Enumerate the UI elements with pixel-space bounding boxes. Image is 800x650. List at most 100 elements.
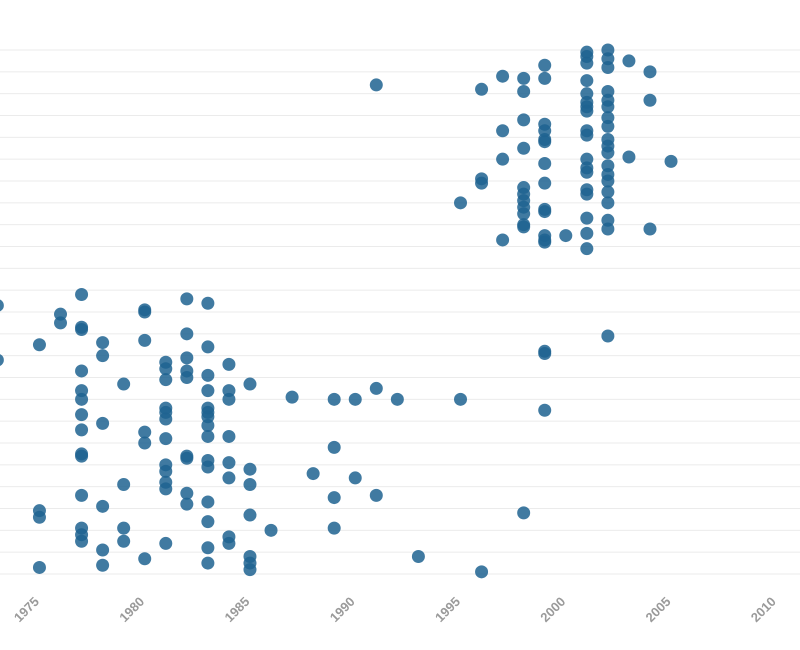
data-point bbox=[264, 523, 278, 537]
data-point bbox=[138, 305, 152, 319]
data-point bbox=[180, 371, 194, 384]
data-point bbox=[601, 119, 615, 133]
data-point bbox=[243, 508, 257, 522]
x-tick-label: 2005 bbox=[643, 594, 674, 625]
data-point bbox=[538, 235, 552, 249]
data-point bbox=[159, 412, 173, 426]
data-point bbox=[601, 329, 615, 343]
data-point bbox=[327, 521, 341, 535]
data-point bbox=[517, 506, 531, 520]
data-point bbox=[538, 135, 552, 149]
data-point bbox=[180, 486, 194, 500]
x-tick-label: 1975 bbox=[11, 594, 42, 625]
data-point bbox=[517, 207, 531, 221]
data-point bbox=[517, 220, 531, 234]
data-point bbox=[117, 477, 131, 491]
x-tick-label: 1995 bbox=[432, 594, 463, 625]
data-point bbox=[475, 565, 489, 579]
x-axis-tick-labels: 1975 1980 1985 1990 1995 2000 2005 2010 bbox=[11, 594, 779, 625]
data-point bbox=[369, 78, 383, 92]
data-point bbox=[96, 558, 110, 572]
data-point bbox=[538, 58, 552, 72]
data-point bbox=[580, 226, 594, 240]
data-point bbox=[138, 333, 152, 347]
data-point bbox=[96, 416, 110, 430]
data-point bbox=[369, 488, 383, 502]
data-point bbox=[222, 392, 236, 406]
data-point bbox=[159, 464, 173, 478]
data-point bbox=[622, 54, 636, 68]
data-point bbox=[159, 432, 173, 446]
data-point bbox=[201, 419, 215, 433]
data-point bbox=[75, 288, 89, 302]
data-point bbox=[138, 425, 152, 439]
data-point bbox=[222, 471, 236, 485]
data-point bbox=[201, 495, 215, 509]
data-point bbox=[159, 373, 173, 387]
data-point bbox=[601, 100, 615, 114]
data-point bbox=[32, 560, 46, 574]
data-point bbox=[369, 381, 383, 395]
data-point bbox=[643, 65, 657, 79]
data-point bbox=[538, 157, 552, 171]
data-point bbox=[517, 141, 531, 155]
data-point bbox=[327, 491, 341, 505]
data-point bbox=[580, 165, 594, 179]
data-point bbox=[138, 436, 152, 450]
x-tick-label: 2010 bbox=[748, 594, 779, 625]
data-point bbox=[327, 440, 341, 454]
data-point bbox=[75, 392, 89, 406]
data-point bbox=[580, 74, 594, 88]
data-point bbox=[664, 154, 678, 168]
data-point bbox=[454, 392, 468, 406]
data-point bbox=[222, 536, 236, 550]
data-point bbox=[222, 456, 236, 470]
data-point bbox=[475, 82, 489, 96]
data-point bbox=[32, 338, 46, 352]
data-point bbox=[580, 104, 594, 118]
data-point bbox=[411, 550, 425, 564]
data-point bbox=[201, 384, 215, 398]
data-point bbox=[117, 377, 131, 391]
data-point bbox=[517, 84, 531, 98]
data-point bbox=[580, 242, 594, 256]
data-point bbox=[348, 392, 362, 406]
data-point bbox=[75, 534, 89, 548]
data-point bbox=[496, 124, 510, 138]
data-point bbox=[75, 488, 89, 502]
data-point bbox=[601, 60, 615, 74]
data-point bbox=[643, 93, 657, 107]
data-point bbox=[201, 340, 215, 354]
data-point bbox=[496, 69, 510, 83]
data-point bbox=[538, 71, 552, 85]
data-point bbox=[201, 515, 215, 529]
data-point bbox=[538, 346, 552, 360]
data-point bbox=[180, 292, 194, 306]
data-point bbox=[327, 392, 341, 406]
data-point bbox=[201, 296, 215, 310]
data-point bbox=[538, 176, 552, 190]
data-point bbox=[390, 392, 404, 406]
data-point bbox=[180, 497, 194, 511]
data-point bbox=[306, 467, 320, 481]
data-point bbox=[0, 299, 4, 312]
data-point bbox=[643, 222, 657, 236]
x-tick-label: 2000 bbox=[537, 594, 568, 625]
data-point bbox=[159, 362, 173, 376]
data-point bbox=[222, 357, 236, 371]
data-point bbox=[622, 150, 636, 164]
data-point bbox=[348, 471, 362, 485]
data-point bbox=[75, 449, 89, 463]
data-point bbox=[180, 451, 194, 465]
data-point bbox=[75, 364, 89, 378]
data-point bbox=[496, 233, 510, 247]
data-point bbox=[201, 368, 215, 382]
data-point bbox=[517, 113, 531, 127]
x-tick-label: 1980 bbox=[116, 594, 147, 625]
data-point bbox=[601, 146, 615, 160]
data-point bbox=[580, 187, 594, 201]
horizontal-gridlines bbox=[0, 49, 800, 575]
data-point bbox=[117, 534, 131, 548]
data-point bbox=[201, 541, 215, 555]
